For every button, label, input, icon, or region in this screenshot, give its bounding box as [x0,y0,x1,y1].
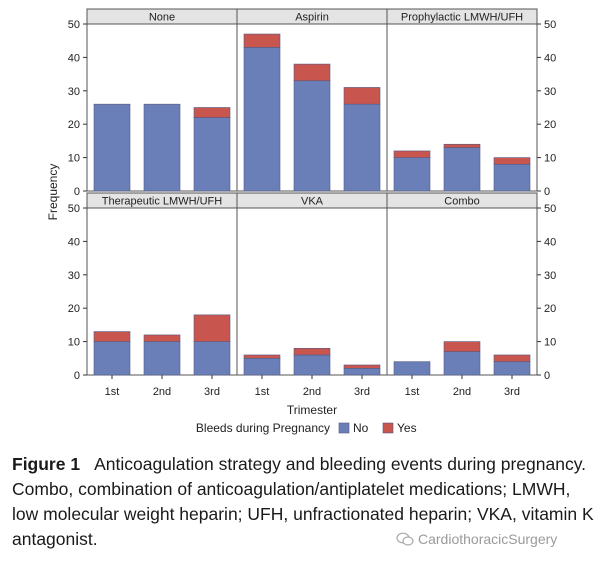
bar-aspirin-2nd-yes [293,63,331,82]
stacked-bar-chart: None Aspirin Prophylactic LMWH/UFH Therapeu… [46,8,556,435]
legend-swatch-no [338,422,350,434]
panel-frame-vka [236,192,388,376]
xtick-label-c0-1st: 1st [105,386,120,398]
panel-title-combo: Combo [444,196,479,208]
panel-header-combo [386,192,538,209]
bar-none-1st-no [93,103,131,192]
ytick-label-right-r0-20: 20 [544,119,556,131]
bar-prophylactic-lmwh-ufh-2nd-no [443,147,481,192]
bar-therapeutic-lmwh-ufh-2nd-no [143,341,181,376]
ytick-label-right-r1-0: 0 [544,370,550,382]
bar-therapeutic-lmwh-ufh-3rd-yes [193,314,231,342]
xtick-label-c2-1st: 1st [405,386,420,398]
x-axis-label: Trimester [287,403,337,417]
ytick-label-left-r0-40: 40 [68,52,80,64]
ytick-label-right-r0-40: 40 [544,52,556,64]
wechat-icon [396,532,414,546]
figure-caption-text: Anticoagulation strategy and bleeding ev… [12,454,594,549]
bar-combo-3rd-no [493,361,531,376]
bar-combo-2nd-no [443,351,481,376]
bar-vka-3rd-no [343,368,381,376]
y-axis-label: Frequency [46,164,60,221]
panel-header-prophylactic-lmwh-ufh [386,8,538,25]
bar-vka-1st-yes [243,354,281,359]
bar-vka-2nd-yes [293,347,331,356]
bar-aspirin-1st-no [243,47,281,192]
figure-label: Figure 1 [12,454,81,474]
ytick-label-right-r1-40: 40 [544,236,556,248]
bar-vka-1st-no [243,357,281,376]
bar-vka-2nd-no [293,354,331,376]
watermark-text: CardiothoracicSurgery [418,531,558,547]
ytick-label-right-r0-50: 50 [544,19,556,31]
bar-prophylactic-lmwh-ufh-3rd-yes [493,157,531,165]
bar-therapeutic-lmwh-ufh-1st-no [93,341,131,376]
legend-title: Bleeds during Pregnancy [196,421,330,435]
panel-title-prophylactic-lmwh-ufh: Prophylactic LMWH/UFH [401,12,523,24]
ytick-label-right-r1-10: 10 [544,337,556,349]
xtick-label-c1-1st: 1st [255,386,270,398]
ytick-label-left-r0-50: 50 [68,19,80,31]
bar-therapeutic-lmwh-ufh-1st-yes [93,331,131,342]
ytick-label-left-r1-10: 10 [68,337,80,349]
ytick-label-right-r0-30: 30 [544,86,556,98]
legend-label-no: No [353,421,369,435]
bar-aspirin-3rd-no [343,103,381,192]
ytick-label-left-r0-20: 20 [68,119,80,131]
panel-title-vka: VKA [301,196,324,208]
ytick-label-right-r1-30: 30 [544,270,556,282]
ytick-label-left-r1-0: 0 [74,370,80,382]
bar-therapeutic-lmwh-ufh-2nd-yes [143,334,181,342]
ytick-label-left-r0-30: 30 [68,86,80,98]
panel-title-aspirin: Aspirin [295,12,329,24]
xtick-label-c0-3rd: 3rd [204,386,220,398]
bar-prophylactic-lmwh-ufh-3rd-no [493,163,531,192]
xtick-label-c1-2nd: 2nd [303,386,321,398]
ytick-label-left-r0-0: 0 [74,186,80,198]
bar-therapeutic-lmwh-ufh-3rd-no [193,341,231,376]
ytick-label-left-r1-30: 30 [68,270,80,282]
xtick-label-c1-3rd: 3rd [354,386,370,398]
bar-none-3rd-yes [193,107,231,118]
bar-prophylactic-lmwh-ufh-1st-no [393,157,431,192]
ytick-label-right-r0-10: 10 [544,153,556,165]
bar-prophylactic-lmwh-ufh-2nd-yes [443,143,481,148]
watermark: CardiothoracicSurgery [396,531,557,547]
xtick-label-c2-2nd: 2nd [453,386,471,398]
legend-swatch-yes [382,422,394,434]
bar-combo-2nd-yes [443,341,481,352]
bar-prophylactic-lmwh-ufh-1st-yes [393,150,431,158]
bar-vka-3rd-yes [343,364,381,369]
panel-title-none: None [149,12,175,24]
bar-combo-3rd-yes [493,354,531,362]
bar-aspirin-1st-yes [243,33,281,48]
bar-none-2nd-no [143,103,181,192]
ytick-label-left-r0-10: 10 [68,153,80,165]
xtick-label-c2-3rd: 3rd [504,386,520,398]
bar-combo-1st-no [393,361,431,376]
bar-none-3rd-no [193,117,231,192]
figure-caption: Figure 1 Anticoagulation strategy and ble… [12,452,597,552]
ytick-label-left-r1-50: 50 [68,203,80,215]
legend-label-yes: Yes [397,421,417,435]
ytick-label-left-r1-40: 40 [68,236,80,248]
panel-title-therapeutic-lmwh-ufh: Therapeutic LMWH/UFH [102,196,222,208]
ytick-label-right-r0-0: 0 [544,186,550,198]
ytick-label-right-r1-20: 20 [544,303,556,315]
ytick-label-left-r1-20: 20 [68,303,80,315]
ytick-label-right-r1-50: 50 [544,203,556,215]
bar-aspirin-2nd-no [293,80,331,192]
bar-aspirin-3rd-yes [343,87,381,105]
xtick-label-c0-2nd: 2nd [153,386,171,398]
